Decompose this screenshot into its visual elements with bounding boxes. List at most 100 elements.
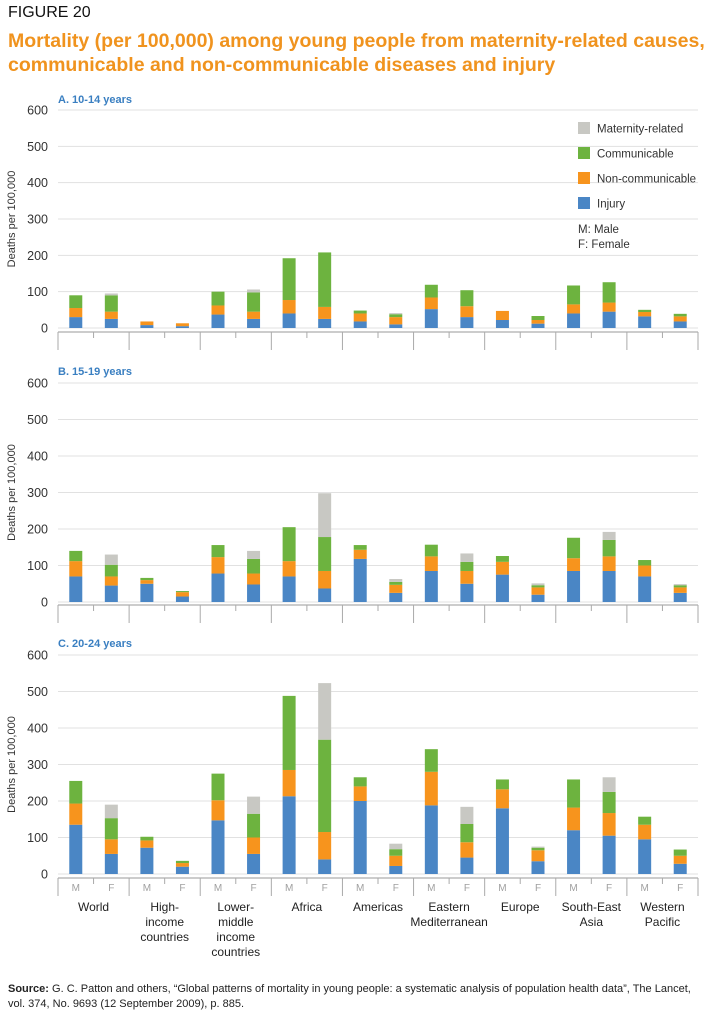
bar-segment-injury	[247, 584, 261, 602]
bar-segment-noncommunicable	[104, 839, 118, 854]
group-label: countries	[211, 945, 260, 959]
bar-segment-communicable	[531, 847, 545, 851]
legend-label: Communicable	[597, 149, 674, 161]
bar-segment-noncommunicable	[460, 570, 474, 584]
legend-label: Injury	[597, 199, 625, 211]
bar-segment-injury	[247, 318, 261, 328]
bar-segment-maternity	[247, 550, 261, 559]
sex-label: M	[356, 883, 364, 894]
bar-segment-communicable	[673, 313, 687, 317]
bar-segment-injury	[69, 317, 83, 328]
bar-segment-noncommunicable	[104, 311, 118, 319]
bar-segment-communicable	[318, 252, 332, 307]
bar-segment-injury	[389, 324, 403, 328]
bar-segment-noncommunicable	[638, 824, 652, 840]
bar-segment-maternity	[318, 493, 332, 538]
bar-segment-injury	[602, 570, 616, 602]
sex-label: F	[535, 883, 541, 894]
bar-segment-injury	[318, 859, 332, 874]
bar-segment-injury	[389, 592, 403, 602]
bar-segment-noncommunicable	[318, 832, 332, 860]
bar-segment-injury	[602, 835, 616, 874]
bar-segment-noncommunicable	[69, 803, 83, 825]
source-text: G. C. Patton and others, “Global pattern…	[8, 983, 691, 1010]
bar-segment-maternity	[460, 806, 474, 824]
mortality-chart: A. 10-14 years 0 100 200 300 400 500 600 Deaths …	[6, 94, 699, 959]
group-label: Mediterranean	[410, 915, 487, 929]
bar-segment-noncommunicable	[353, 549, 367, 559]
bar-segment-injury	[353, 321, 367, 328]
legend-note: M: Male	[578, 224, 619, 236]
group-label: High-	[150, 900, 179, 914]
y-tick-label: 400	[27, 722, 48, 736]
bar-segment-noncommunicable	[282, 300, 296, 314]
bar-segment-communicable	[460, 823, 474, 843]
y-tick-label: 500	[27, 140, 48, 154]
bar-segment-communicable	[282, 258, 296, 301]
bar-segment-injury	[69, 576, 83, 602]
bar-segment-noncommunicable	[531, 587, 545, 595]
sex-label: M	[498, 883, 506, 894]
bar-segment-injury	[282, 576, 296, 602]
bar-segment-noncommunicable	[638, 312, 652, 317]
bar-segment-communicable	[140, 836, 154, 841]
bar-segment-injury	[495, 574, 509, 602]
bar-segment-injury	[140, 847, 154, 874]
bar-segment-injury	[567, 830, 581, 874]
legend-swatch-communicable	[578, 147, 590, 159]
bar-segment-noncommunicable	[318, 306, 332, 319]
bar-segment-noncommunicable	[175, 592, 189, 597]
y-axis-label: Deaths per 100,000	[6, 444, 18, 541]
bar-segment-communicable	[247, 292, 261, 312]
y-tick-label: 100	[27, 831, 48, 845]
sex-label: F	[464, 883, 470, 894]
bar-segment-communicable	[175, 860, 189, 864]
y-tick-label: 200	[27, 249, 48, 263]
bar-segment-injury	[247, 853, 261, 874]
panel-title: B. 15-19 years	[58, 366, 132, 378]
bar-segment-communicable	[247, 558, 261, 574]
legend-swatch-injury	[578, 197, 590, 209]
bar-segment-injury	[638, 839, 652, 874]
bar-segment-noncommunicable	[353, 313, 367, 322]
group-label: World	[78, 900, 109, 914]
bar-segment-communicable	[531, 316, 545, 321]
sex-label: F	[677, 883, 683, 894]
sex-label: M	[569, 883, 577, 894]
bar-segment-communicable	[602, 791, 616, 814]
bar-segment-maternity	[389, 579, 403, 582]
bar-segment-communicable	[389, 849, 403, 856]
group-label: Asia	[580, 915, 604, 929]
bar-segment-injury	[175, 866, 189, 874]
sex-label: M	[640, 883, 648, 894]
bar-segment-injury	[211, 573, 225, 602]
bar-segment-injury	[175, 596, 189, 602]
bar-segment-communicable	[638, 816, 652, 825]
y-tick-label: 100	[27, 559, 48, 573]
bar-segment-maternity	[602, 531, 616, 540]
bar-segment-communicable	[69, 550, 83, 562]
bar-segment-communicable	[531, 585, 545, 588]
bar-segment-noncommunicable	[602, 813, 616, 836]
bar-segment-injury	[673, 592, 687, 602]
bar-segment-injury	[531, 861, 545, 874]
sex-label: M	[143, 883, 151, 894]
bar-segment-noncommunicable	[104, 576, 118, 586]
bar-segment-noncommunicable	[460, 842, 474, 858]
bar-segment-communicable	[424, 544, 438, 557]
group-label: Europe	[501, 900, 540, 914]
bar-segment-maternity	[104, 554, 118, 565]
bar-segment-communicable	[104, 564, 118, 577]
bar-segment-injury	[175, 326, 189, 328]
bar-segment-communicable	[104, 818, 118, 840]
chart-title: Mortality (per 100,000) among young peop…	[8, 30, 705, 76]
legend-swatch-maternity	[578, 122, 590, 134]
bar-segment-maternity	[104, 293, 118, 296]
bar-segment-noncommunicable	[389, 317, 403, 325]
bar-segment-injury	[424, 570, 438, 602]
bar-segment-noncommunicable	[211, 800, 225, 821]
bar-segment-communicable	[69, 295, 83, 309]
bar-segment-noncommunicable	[638, 565, 652, 577]
bar-segment-noncommunicable	[247, 311, 261, 319]
bar-segment-injury	[460, 317, 474, 328]
